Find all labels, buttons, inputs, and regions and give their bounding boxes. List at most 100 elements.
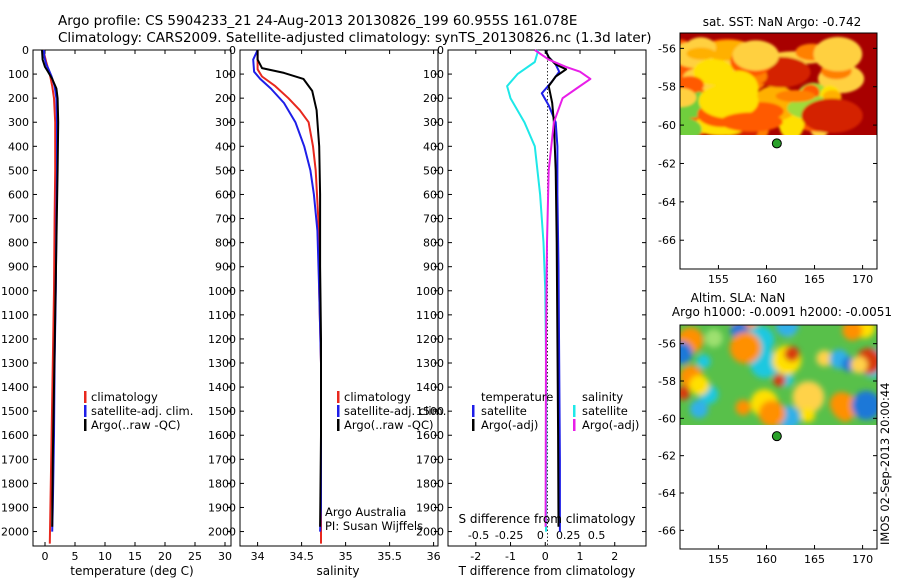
argo-position-marker bbox=[771, 431, 782, 442]
sst-map-panel: sat. SST: NaN Argo: -0.742 -56-58-60-62-… bbox=[658, 15, 878, 286]
salinity-y-ticks: 0 100 200 300 400 500 600 700 800 900 1000 1100 1200… bbox=[208, 44, 438, 539]
series-argo-raw-qc bbox=[41, 49, 60, 527]
legend-argo-label: Argo(..raw -QC) bbox=[91, 418, 181, 432]
y-tick-label: 600 bbox=[215, 188, 236, 201]
temperature-x-ticks: 0 5 10 15 20 25 30 bbox=[42, 50, 232, 563]
y-tick-label: 2000 bbox=[1, 526, 29, 539]
y-tick-label: 1800 bbox=[416, 477, 444, 490]
legend-salinity-argo-label: Argo(-adj) bbox=[582, 418, 639, 432]
series-climatology bbox=[256, 50, 322, 544]
y-tick-label: 1900 bbox=[208, 501, 236, 514]
x-tick-label: 20 bbox=[158, 550, 172, 563]
principal-investigator-note: PI: Susan Wijffels bbox=[325, 519, 423, 533]
legend-temperature-satellite-label: satellite bbox=[481, 404, 527, 418]
y-tick-label: 1600 bbox=[416, 429, 444, 442]
lat-tick-label: -62 bbox=[658, 157, 676, 170]
sla-cell bbox=[680, 386, 691, 400]
legend-argo-label: Argo(..raw -QC) bbox=[344, 418, 434, 432]
lon-tick-label: 165 bbox=[804, 553, 825, 566]
y-tick-label: 400 bbox=[423, 140, 444, 153]
sla-cell bbox=[800, 407, 815, 423]
lat-tick-label: -58 bbox=[658, 375, 676, 388]
difference-legend: temperature satellite Argo(-adj) salinit… bbox=[472, 390, 639, 432]
x-tick-label: 0 bbox=[42, 550, 49, 563]
sla-cell bbox=[773, 374, 786, 387]
lat-tick-label: -66 bbox=[658, 234, 676, 247]
y-tick-label: 1800 bbox=[208, 477, 236, 490]
lon-tick-label: 165 bbox=[804, 273, 825, 286]
y-tick-label: 900 bbox=[215, 261, 236, 274]
legend-salinity-satellite-swatch bbox=[573, 405, 576, 417]
y-tick-label: 0 bbox=[437, 44, 444, 57]
salinity-x-label: salinity bbox=[316, 564, 359, 578]
sst-cell bbox=[732, 40, 779, 71]
lat-tick-label: -58 bbox=[658, 81, 676, 94]
sla-map-y-ticks: -56 -58 -60 -62 -64 -66 bbox=[658, 338, 877, 537]
lon-tick-label: 160 bbox=[756, 273, 777, 286]
y-tick-label: 1000 bbox=[1, 285, 29, 298]
salinity-x-ticks: 34 34.5 35 35.5 36 bbox=[251, 50, 441, 563]
sla-cell bbox=[696, 354, 711, 369]
sla-cell bbox=[839, 409, 852, 422]
y-tick-label: 1100 bbox=[1, 309, 29, 322]
sla-cell bbox=[735, 399, 751, 416]
y-tick-label: 1900 bbox=[1, 501, 29, 514]
sla-cell bbox=[689, 375, 710, 396]
sla-map-panel: Altim. SLA: NaN Argo h1000: -0.0091 h200… bbox=[658, 291, 892, 566]
y-tick-label: 1100 bbox=[416, 309, 444, 322]
temperature-y-ticks: 0 100 200 300 400 500 600 700 800 900 1000 1100 1200… bbox=[1, 44, 231, 539]
sla-cell bbox=[850, 356, 868, 374]
y-tick-label: 100 bbox=[423, 68, 444, 81]
y-tick-label: 700 bbox=[8, 213, 29, 226]
y-tick-label: 1200 bbox=[208, 333, 236, 346]
s-difference-x-label: S difference from climatology bbox=[459, 512, 636, 526]
x-tick-label: 34.5 bbox=[289, 550, 314, 563]
legend-salinity-satellite-label: satellite bbox=[582, 404, 628, 418]
x-tick-label: 36 bbox=[427, 550, 441, 563]
y-tick-label: 1000 bbox=[208, 285, 236, 298]
legend-argo-swatch bbox=[84, 419, 87, 431]
t-difference-x-label: T difference from climatology bbox=[458, 564, 636, 578]
sst-field bbox=[680, 36, 865, 135]
y-tick-label: 800 bbox=[423, 237, 444, 250]
y-tick-label: 1500 bbox=[208, 405, 236, 418]
y-tick-label: 2000 bbox=[416, 526, 444, 539]
temperature-x-label: temperature (deg C) bbox=[70, 564, 193, 578]
x-tick-label: 10 bbox=[98, 550, 112, 563]
y-tick-label: 600 bbox=[423, 188, 444, 201]
temperature-legend: climatology satellite-adj. clim. Argo(..… bbox=[84, 390, 193, 432]
lat-tick-label: -64 bbox=[658, 196, 676, 209]
legend-temperature-argo-label: Argo(-adj) bbox=[481, 418, 538, 432]
x-tick-label: 5 bbox=[72, 550, 79, 563]
y-tick-label: 1600 bbox=[1, 429, 29, 442]
difference-series bbox=[506, 49, 592, 532]
lat-tick-label: -64 bbox=[658, 487, 676, 500]
y-tick-label: 600 bbox=[8, 188, 29, 201]
salinity-panel: 0100200300400500600700800900100011001200… bbox=[208, 44, 446, 578]
sla-cell bbox=[729, 332, 762, 364]
y-tick-label: 0 bbox=[22, 44, 29, 57]
sla-cell bbox=[792, 381, 825, 413]
y-tick-label: 500 bbox=[8, 164, 29, 177]
sla-cell bbox=[775, 325, 799, 337]
legend-satellite-swatch bbox=[337, 405, 340, 417]
s-tick-label: 0.5 bbox=[588, 529, 606, 542]
sla-map-frame bbox=[679, 324, 878, 550]
sla-map-subtitle: Argo h1000: -0.0091 h2000: -0.0051 bbox=[672, 305, 892, 319]
x-tick-label: 0 bbox=[542, 550, 549, 563]
sst-cell bbox=[680, 88, 697, 107]
figure-title-line1: Argo profile: CS 5904233_21 24-Aug-2013 … bbox=[58, 13, 577, 29]
legend-climatology-label: climatology bbox=[91, 390, 158, 404]
lon-tick-label: 155 bbox=[708, 273, 729, 286]
x-tick-label: 34 bbox=[251, 550, 265, 563]
legend-climatology-swatch bbox=[84, 391, 87, 403]
sst-map-title: sat. SST: NaN Argo: -0.742 bbox=[703, 15, 862, 29]
x-tick-label: 25 bbox=[188, 550, 202, 563]
sla-map-x-ticks: 155 160 165 170 bbox=[708, 545, 873, 566]
lon-tick-label: 155 bbox=[708, 553, 729, 566]
legend-argo-swatch bbox=[337, 419, 340, 431]
y-tick-label: 700 bbox=[423, 213, 444, 226]
sst-map-x-ticks: 155 160 165 170 bbox=[708, 265, 873, 286]
legend-temperature-satellite-swatch bbox=[472, 405, 475, 417]
y-tick-label: 2000 bbox=[208, 526, 236, 539]
